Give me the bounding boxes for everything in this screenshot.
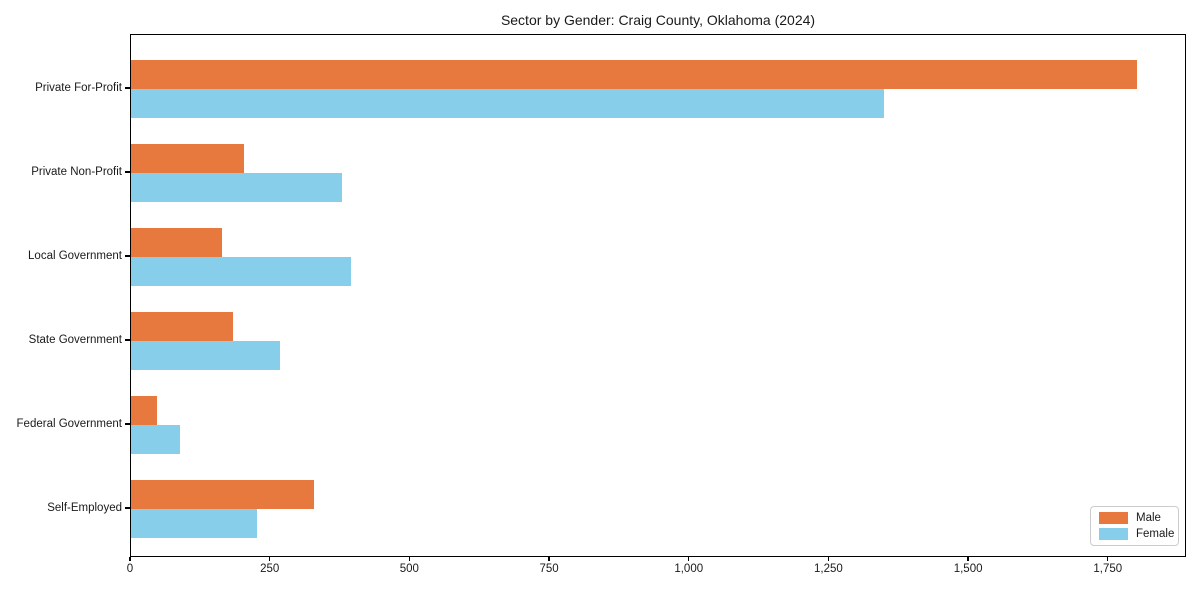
y-axis-tick-mark	[125, 171, 130, 173]
legend-entry-male: Male	[1099, 512, 1170, 524]
chart-title: Sector by Gender: Craig County, Oklahoma…	[500, 12, 816, 28]
x-axis-tick-label: 750	[539, 563, 559, 575]
y-axis-label: Private For-Profit	[35, 82, 122, 94]
x-axis-tick-mark	[688, 557, 690, 561]
x-axis-tick-mark	[129, 557, 131, 561]
legend: Male Female	[1090, 506, 1179, 546]
x-axis-tick-label: 0	[126, 563, 134, 575]
x-axis-tick-label: 250	[260, 563, 280, 575]
y-axis-tick-mark	[125, 507, 130, 509]
legend-label-female: Female	[1136, 528, 1175, 540]
bar-female-6	[131, 509, 257, 538]
bar-female-2	[131, 173, 343, 202]
y-axis-tick-mark	[125, 423, 130, 425]
y-axis-label: Private Non-Profit	[31, 166, 122, 178]
x-axis-tick-label: 1,000	[674, 563, 704, 575]
bar-male-4	[131, 312, 233, 341]
x-axis-tick-label: 1,750	[1093, 563, 1123, 575]
plot-area	[130, 34, 1186, 557]
x-axis-tick-mark	[967, 557, 969, 561]
x-axis-tick-label: 1,250	[814, 563, 843, 575]
y-axis-label: State Government	[28, 334, 122, 346]
y-axis-label: Federal Government	[16, 418, 122, 430]
y-axis-tick-mark	[125, 339, 130, 341]
x-axis-tick-mark	[827, 557, 829, 561]
y-axis-tick-mark	[125, 255, 130, 257]
y-axis-label: Self-Employed	[47, 502, 122, 514]
x-axis-tick-mark	[269, 557, 271, 561]
bar-male-5	[131, 396, 158, 425]
bar-female-4	[131, 341, 280, 370]
x-axis-tick-mark	[408, 557, 410, 561]
legend-label-male: Male	[1136, 512, 1161, 524]
bar-male-6	[131, 480, 315, 509]
bar-female-5	[131, 425, 181, 454]
bar-female-3	[131, 257, 351, 286]
x-axis-tick-label: 1,500	[953, 563, 983, 575]
x-axis-tick-label: 500	[399, 563, 419, 575]
x-axis-tick-mark	[548, 557, 550, 561]
y-axis-tick-mark	[125, 87, 130, 89]
legend-swatch-female-icon	[1099, 528, 1128, 540]
bar-male-2	[131, 144, 245, 173]
x-axis-tick-mark	[1107, 557, 1109, 561]
bar-male-3	[131, 228, 223, 257]
legend-entry-female: Female	[1099, 528, 1174, 540]
bar-male-1	[131, 60, 1137, 89]
y-axis-label: Local Government	[28, 250, 122, 262]
legend-swatch-male-icon	[1099, 512, 1128, 524]
bar-female-1	[131, 89, 885, 118]
